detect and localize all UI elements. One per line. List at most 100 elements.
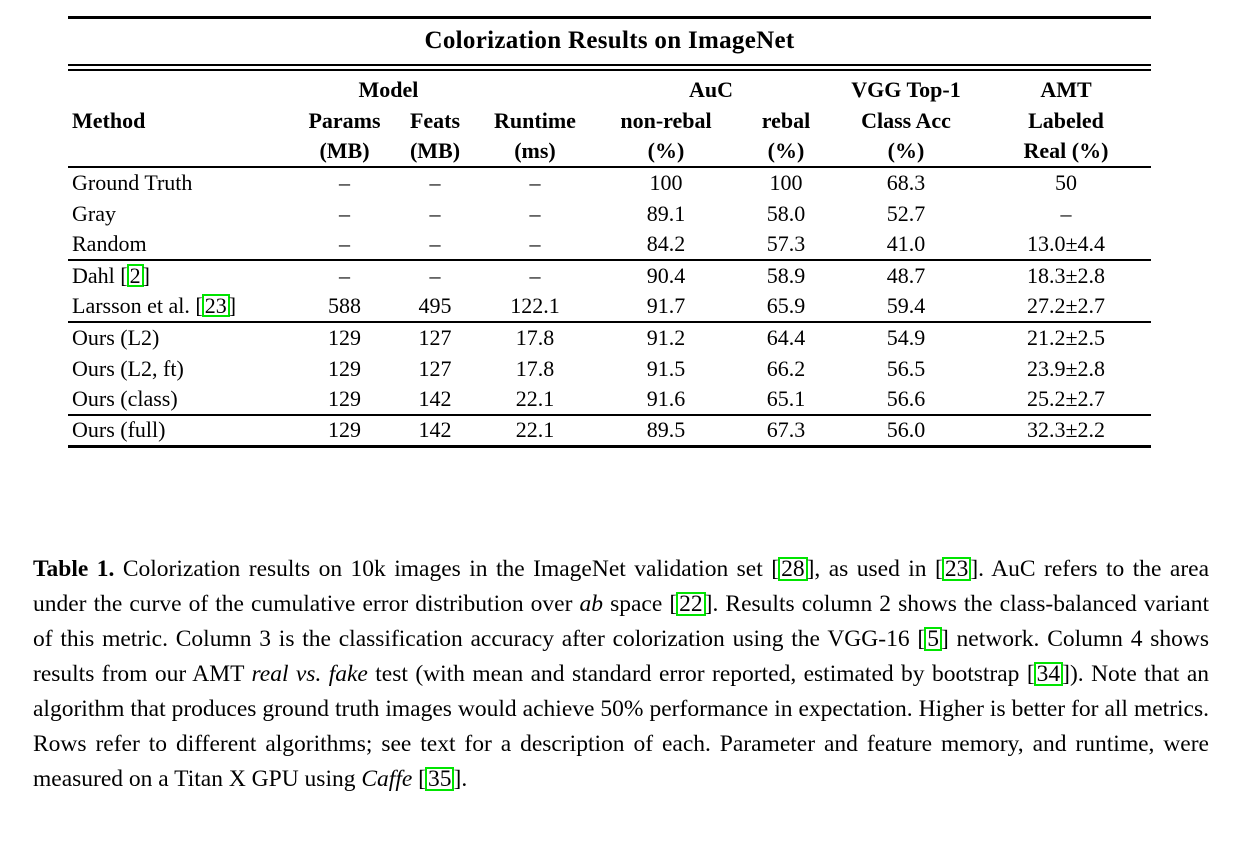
method-cell: Ours (class) (68, 384, 298, 415)
column-header-row: Method Params Feats Runtime non-rebal re… (68, 105, 1151, 136)
citation-link[interactable]: 23 (201, 294, 230, 317)
caption-text: real vs. fake (251, 660, 368, 687)
caption-text: space (603, 590, 670, 617)
value-cell: 58.9 (741, 259, 831, 291)
group-header-amt: AMT (1040, 76, 1092, 102)
value-cell: 91.2 (591, 321, 741, 353)
method-cell: Ground Truth (68, 167, 298, 198)
results-table: Model AuC VGG Top-1 AMT Method Params Fe… (68, 74, 1151, 448)
caption-text: ab (579, 590, 604, 617)
value-cell: 57.3 (766, 231, 806, 256)
value-cell: 13.0±4.4 (1026, 231, 1106, 256)
unit-header-empty (68, 136, 298, 168)
col-header-params: Params (308, 107, 381, 133)
caption-text (412, 766, 418, 792)
caption-text: . AuC refers to the area under the curve… (33, 555, 1209, 617)
value-cell: 100 (769, 170, 803, 195)
value-cell: 122.1 (510, 293, 560, 318)
value-cell: – (298, 259, 391, 291)
title-double-rule (68, 64, 1151, 71)
paper-table: Colorization Results on ImageNet Model A… (68, 16, 1151, 448)
caption-text: . Results column 2 shows the class-balan… (33, 590, 1210, 652)
value-cell: 89.5 (591, 414, 741, 446)
citation-link[interactable]: 23 (941, 556, 972, 581)
method-cell: Dahl [2] (68, 259, 298, 291)
value-cell: 25.2±2.7 (1026, 386, 1106, 411)
table-caption: Table 1. Colorization results on 10k ima… (33, 555, 1210, 792)
method-cell: Ours (L2) (68, 321, 298, 353)
caption-label: Table 1. (33, 555, 115, 582)
col-header-runtime: Runtime (494, 107, 576, 133)
value-cell: 127 (418, 355, 452, 381)
value-cell: 91.5 (646, 355, 686, 381)
value-cell: – (429, 231, 441, 256)
value-cell: 127 (391, 321, 479, 353)
unit-header-classacc: (%) (831, 136, 981, 168)
table-row: Random – – – 84.2 57.3 41.0 13.0±4.4 (68, 229, 1151, 260)
value-cell: 32.3±2.2 (981, 414, 1151, 446)
method-cell: Ours (full) (68, 414, 298, 446)
value-cell: 129 (328, 386, 361, 411)
caption-text: Colorization results on 10k images in th… (114, 555, 772, 582)
col-header-method: Method (72, 107, 146, 133)
value-cell: – (529, 170, 541, 195)
citation-link[interactable]: 35 (424, 766, 455, 791)
value-cell: 50 (1055, 170, 1077, 195)
table-body: Ground Truth – – –100 100 68.3 50 Gray – – –89.1 58… (68, 167, 1151, 446)
value-cell: 68.3 (886, 170, 926, 195)
unit-header-params: (MB) (298, 136, 391, 168)
group-header-vgg: VGG Top-1 (851, 76, 961, 102)
value-cell: 495 (418, 293, 452, 318)
method-cell: Gray (68, 198, 298, 229)
value-cell: 56.0 (831, 414, 981, 446)
method-label: Dahl (72, 263, 115, 288)
value-cell: 84.2 (646, 231, 686, 256)
table-row: Gray – – – 89.1 58.0 52.7 – (68, 198, 1151, 229)
value-cell: 27.2±2.7 (1026, 293, 1106, 318)
table-row: Larsson et al. [23] 588 495 122.1 91.7 65.9 59… (68, 291, 1151, 322)
method-label: Larsson et al. (72, 293, 190, 318)
value-cell: 89.1 (646, 200, 686, 226)
caption-text: Caffe (361, 765, 413, 792)
value-cell: 22.1 (515, 386, 555, 411)
citation-link[interactable]: 34 (1033, 661, 1064, 686)
method-label: Ours (L2, ft) (72, 355, 184, 381)
caption-text: test (with mean and standard error repor… (367, 660, 1027, 687)
unit-header-rebal: (%) (741, 136, 831, 168)
col-header-nonrebal: non-rebal (620, 107, 712, 133)
value-cell: – (529, 200, 541, 226)
col-header-rebal: rebal (761, 107, 811, 133)
value-cell: 48.7 (831, 259, 981, 291)
unit-header-runtime: (ms) (479, 136, 591, 168)
citation-link[interactable]: 22 (676, 591, 706, 616)
value-cell: 66.2 (766, 355, 806, 381)
value-cell: 18.3±2.8 (981, 259, 1151, 291)
citation-link[interactable]: 2 (126, 264, 144, 287)
caption-text: , as used in (814, 555, 936, 582)
col-header-labeled: Labeled (1028, 107, 1104, 133)
value-cell: 90.4 (591, 259, 741, 291)
citation-link[interactable]: 5 (924, 626, 942, 651)
value-cell: 64.4 (741, 321, 831, 353)
value-cell: 91.7 (646, 293, 686, 318)
value-cell: – (339, 170, 350, 195)
value-cell: 21.2±2.5 (981, 321, 1151, 353)
citation-link[interactable]: 28 (778, 556, 808, 581)
method-label: Ours (class) (72, 386, 178, 411)
method-cell: Ours (L2, ft) (68, 353, 298, 384)
table-row: Dahl [2] – – –90.4 58.9 48.7 18.3±2.8 (68, 259, 1151, 291)
value-cell: 59.4 (886, 293, 926, 318)
unit-header-row: (MB) (MB) (ms) (%) (%) (%) Real (%) (68, 136, 1151, 168)
value-cell: – (391, 259, 479, 291)
value-cell: 52.7 (886, 200, 926, 226)
method-cell: Larsson et al. [23] (72, 293, 237, 318)
group-header-auc: AuC (688, 76, 733, 102)
group-header-model: Model (358, 76, 419, 102)
value-cell: – (529, 231, 541, 256)
table-row: Ours (full) 129 142 22.1 89.5 67.3 56.0 32.3±2.… (68, 414, 1151, 446)
value-cell: 65.1 (766, 386, 806, 411)
value-cell: – (429, 170, 441, 195)
value-cell: 17.8 (515, 355, 555, 381)
group-header-row: Model AuC VGG Top-1 AMT (68, 74, 1151, 105)
table-row: Ours (L2) 129 127 17.8 91.2 64.4 54.9 21.2±2.5 (68, 321, 1151, 353)
